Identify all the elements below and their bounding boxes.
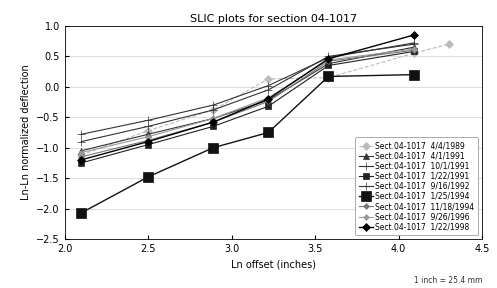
Sect.04-1017  4/1/1991 (145, 132, 151, 136)
Sect.04-1017  4/1/1991 (411, 46, 416, 49)
Sect.04-1017  1/22/1998 (210, 120, 216, 124)
Legend: Sect.04-1017  4/4/1989, Sect.04-1017  4/1/1991, Sect.04-1017  10/1/1991, Sect.04: Sect.04-1017 4/4/1989, Sect.04-1017 4/1/… (355, 137, 478, 235)
Sect.04-1017  4/4/1989 (446, 42, 452, 46)
Sect.04-1017  1/25/1994 (145, 175, 151, 179)
Sect.04-1017  11/18/1994 (145, 139, 151, 142)
Sect.04-1017  9/16/1992 (326, 55, 331, 58)
Sect.04-1017  11/18/1994 (210, 120, 216, 124)
Y-axis label: Ln-Ln normalized deflection: Ln-Ln normalized deflection (20, 65, 31, 200)
Line: Sect.04-1017  4/1/1991: Sect.04-1017 4/1/1991 (78, 44, 417, 154)
Sect.04-1017  9/26/1996 (265, 96, 271, 99)
Sect.04-1017  1/22/1991 (145, 143, 151, 146)
Sect.04-1017  1/25/1994 (210, 146, 216, 149)
Sect.04-1017  4/1/1991 (265, 98, 271, 102)
Sect.04-1017  4/4/1989 (79, 153, 84, 157)
Sect.04-1017  1/25/1994 (411, 73, 416, 76)
Sect.04-1017  1/22/1998 (145, 140, 151, 143)
Sect.04-1017  10/1/1991 (79, 132, 84, 136)
Sect.04-1017  4/4/1989 (210, 108, 216, 112)
Sect.04-1017  9/16/1992 (411, 42, 416, 46)
Sect.04-1017  10/1/1991 (326, 56, 331, 59)
Sect.04-1017  1/25/1994 (326, 75, 331, 78)
Sect.04-1017  1/22/1991 (79, 161, 84, 165)
Sect.04-1017  4/1/1991 (210, 117, 216, 120)
Sect.04-1017  4/4/1989 (326, 76, 331, 79)
Sect.04-1017  9/26/1996 (210, 117, 216, 120)
Line: Sect.04-1017  9/16/1992: Sect.04-1017 9/16/1992 (77, 40, 418, 146)
Sect.04-1017  9/26/1996 (79, 151, 84, 154)
Sect.04-1017  10/1/1991 (210, 103, 216, 107)
Sect.04-1017  1/22/1998 (326, 57, 331, 60)
Line: Sect.04-1017  1/25/1994: Sect.04-1017 1/25/1994 (77, 70, 418, 218)
Sect.04-1017  1/22/1998 (79, 158, 84, 162)
Sect.04-1017  11/18/1994 (265, 100, 271, 103)
Sect.04-1017  9/16/1992 (79, 140, 84, 143)
Line: Sect.04-1017  10/1/1991: Sect.04-1017 10/1/1991 (77, 39, 418, 139)
Sect.04-1017  9/26/1996 (326, 58, 331, 62)
Sect.04-1017  1/22/1991 (265, 105, 271, 108)
Line: Sect.04-1017  11/18/1994: Sect.04-1017 11/18/1994 (79, 48, 415, 159)
Sect.04-1017  4/1/1991 (79, 149, 84, 152)
Sect.04-1017  11/18/1994 (326, 60, 331, 63)
Sect.04-1017  9/26/1996 (145, 135, 151, 139)
Sect.04-1017  10/1/1991 (265, 84, 271, 87)
Sect.04-1017  11/18/1994 (79, 155, 84, 159)
Sect.04-1017  10/1/1991 (145, 119, 151, 122)
Sect.04-1017  9/16/1992 (210, 108, 216, 112)
Sect.04-1017  10/1/1991 (411, 41, 416, 45)
Text: 1 inch = 25.4 mm: 1 inch = 25.4 mm (414, 276, 482, 285)
Sect.04-1017  1/22/1998 (411, 33, 416, 37)
Sect.04-1017  9/16/1992 (145, 125, 151, 128)
Sect.04-1017  1/25/1994 (79, 211, 84, 215)
Sect.04-1017  1/22/1991 (210, 125, 216, 128)
X-axis label: Ln offset (inches): Ln offset (inches) (231, 259, 316, 270)
Sect.04-1017  1/22/1998 (265, 97, 271, 101)
Line: Sect.04-1017  1/22/1991: Sect.04-1017 1/22/1991 (79, 49, 416, 166)
Sect.04-1017  4/4/1989 (265, 77, 271, 81)
Sect.04-1017  4/4/1989 (411, 52, 416, 55)
Sect.04-1017  11/18/1994 (411, 49, 416, 52)
Sect.04-1017  1/22/1991 (411, 50, 416, 53)
Sect.04-1017  1/22/1991 (326, 64, 331, 67)
Line: Sect.04-1017  9/26/1996: Sect.04-1017 9/26/1996 (79, 47, 415, 155)
Sect.04-1017  9/26/1996 (411, 47, 416, 51)
Sect.04-1017  4/1/1991 (326, 62, 331, 65)
Sect.04-1017  1/25/1994 (265, 131, 271, 134)
Title: SLIC plots for section 04-1017: SLIC plots for section 04-1017 (190, 14, 357, 24)
Line: Sect.04-1017  4/4/1989: Sect.04-1017 4/4/1989 (79, 41, 451, 158)
Line: Sect.04-1017  1/22/1998: Sect.04-1017 1/22/1998 (79, 32, 416, 163)
Sect.04-1017  4/4/1989 (145, 129, 151, 132)
Sect.04-1017  9/16/1992 (265, 88, 271, 92)
